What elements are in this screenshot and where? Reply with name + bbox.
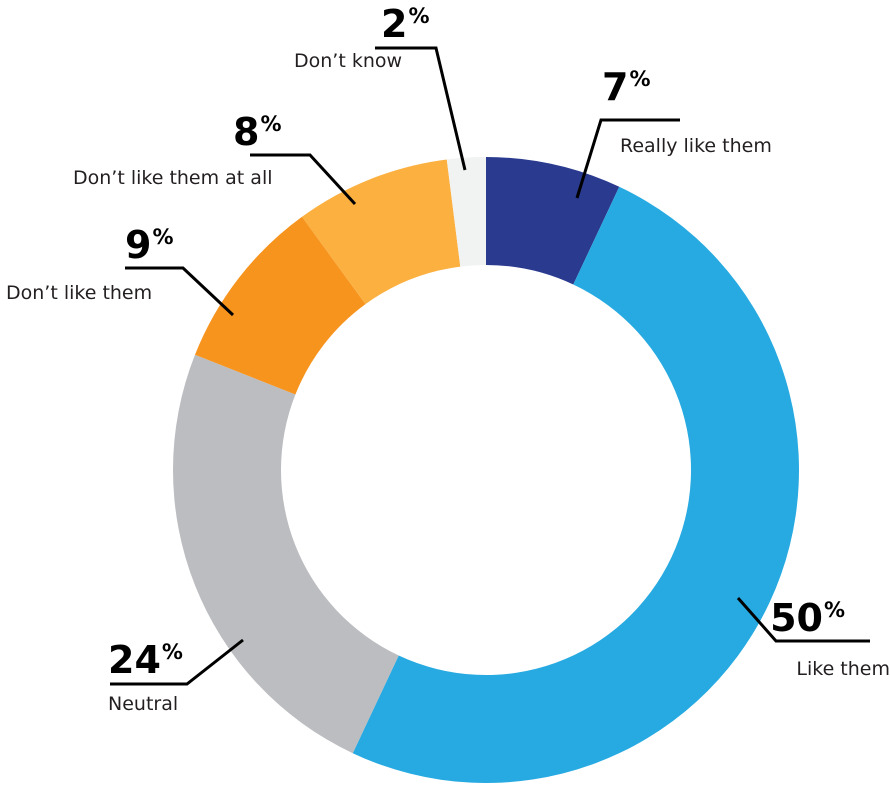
value-label-really-like-them: 7% xyxy=(602,65,651,109)
value-label-dont-like-them: 9% xyxy=(125,223,174,267)
slice-dont-know xyxy=(446,157,486,267)
slice-dont-like-them xyxy=(194,216,366,395)
leader-line-dont-like-them xyxy=(125,266,235,317)
leader-line-like-them xyxy=(736,597,870,643)
leader-line-dont-know xyxy=(375,46,467,171)
category-label-like-them: Like them xyxy=(796,658,890,680)
category-label-dont-know: Don’t know xyxy=(294,50,402,72)
leader-line-neutral xyxy=(110,638,244,686)
slice-really-like-them xyxy=(486,157,620,285)
slice-like-them xyxy=(352,186,799,784)
donut-slices xyxy=(173,157,799,784)
value-label-like-them: 50% xyxy=(770,596,845,640)
value-label-neutral: 24% xyxy=(108,638,183,682)
slice-labels: 7% Really like them 50% Like them 24% Neutral… xyxy=(6,2,890,715)
category-label-neutral: Neutral xyxy=(108,693,178,715)
leader-lines xyxy=(110,46,870,686)
leader-line-really-like-them xyxy=(575,118,680,199)
category-label-really-like-them: Really like them xyxy=(620,135,772,157)
slice-dont-like-them-at-all xyxy=(302,159,461,305)
slice-neutral xyxy=(173,354,399,754)
value-label-dont-know: 2% xyxy=(381,2,430,46)
value-label-dont-like-them-at-all: 8% xyxy=(233,110,282,154)
category-label-dont-like-them-at-all: Don’t like them at all xyxy=(73,167,273,189)
leader-line-dont-like-them-at-all xyxy=(250,153,357,206)
category-label-dont-like-them: Don’t like them xyxy=(6,282,152,304)
